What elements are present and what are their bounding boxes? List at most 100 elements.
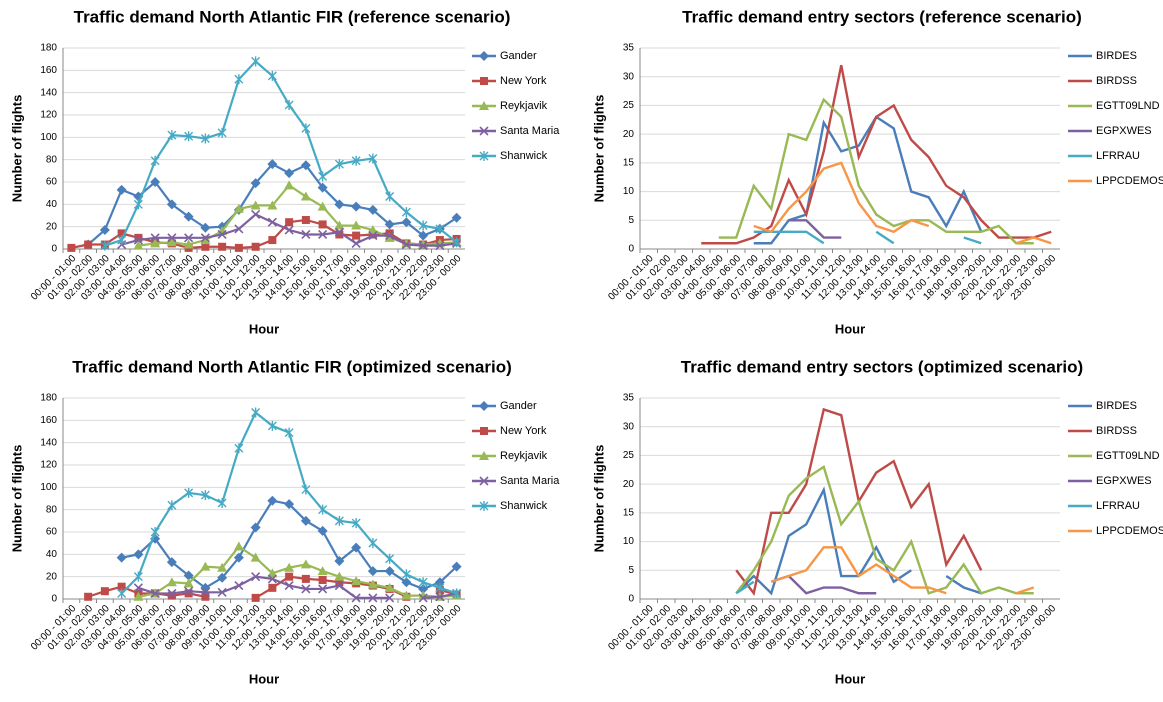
marker	[384, 219, 395, 230]
y-tick-label: 30	[623, 71, 635, 82]
marker	[217, 572, 228, 583]
marker	[418, 241, 428, 251]
marker	[334, 159, 344, 170]
series-line	[735, 465, 1034, 595]
y-tick-label: 5	[628, 565, 634, 576]
marker	[480, 77, 488, 85]
marker	[285, 218, 294, 227]
marker	[183, 211, 194, 222]
marker	[167, 233, 177, 243]
marker	[368, 538, 378, 549]
marker	[418, 577, 428, 588]
marker	[351, 155, 361, 166]
marker	[401, 569, 411, 580]
y-tick-label: 120	[40, 460, 57, 471]
marker	[317, 201, 328, 211]
marker	[317, 566, 328, 576]
marker	[300, 515, 311, 526]
y-tick-label: 80	[46, 504, 58, 515]
legend-label: Shanwick	[500, 150, 548, 162]
marker	[84, 240, 93, 249]
marker	[284, 427, 294, 438]
marker	[284, 225, 294, 235]
y-tick-label: 120	[40, 110, 57, 121]
marker	[385, 593, 395, 603]
marker	[183, 239, 194, 249]
marker	[351, 201, 362, 212]
y-tick-label: 10	[623, 536, 635, 547]
chart-panel: Traffic demand entry sectors (reference …	[591, 7, 1163, 336]
marker	[318, 576, 327, 585]
series-line	[788, 219, 842, 239]
marker	[318, 229, 328, 240]
marker	[267, 574, 277, 584]
marker	[479, 401, 489, 411]
marker	[401, 207, 411, 218]
marker	[401, 239, 411, 250]
marker	[150, 527, 160, 537]
marker	[251, 407, 261, 418]
marker	[367, 204, 378, 215]
marker	[385, 231, 395, 241]
legend-label: Santa Maria	[500, 125, 560, 137]
marker	[150, 233, 160, 243]
marker	[183, 578, 194, 588]
marker	[166, 557, 177, 568]
series-line	[701, 64, 1052, 245]
series-line	[104, 59, 458, 247]
marker	[117, 582, 126, 591]
y-tick-label: 60	[46, 177, 58, 188]
marker	[250, 178, 261, 189]
marker	[251, 593, 260, 602]
marker	[385, 553, 395, 564]
y-tick-label: 60	[46, 527, 58, 538]
marker	[167, 591, 176, 600]
marker	[352, 231, 361, 240]
marker	[385, 191, 395, 202]
marker	[133, 571, 143, 582]
marker	[418, 583, 429, 594]
marker	[479, 501, 489, 511]
marker	[368, 593, 378, 603]
marker	[301, 574, 310, 583]
marker	[217, 127, 227, 138]
marker	[479, 151, 489, 161]
marker	[267, 568, 278, 578]
chart-panel: Traffic demand North Atlantic FIR (refer…	[9, 7, 560, 336]
marker	[418, 220, 428, 231]
legend-label: LPPCDEMOS	[1096, 175, 1163, 187]
series-line	[138, 545, 457, 598]
marker	[200, 233, 210, 243]
marker	[133, 240, 144, 250]
marker	[351, 238, 361, 248]
legend-label: BIRDES	[1096, 400, 1137, 412]
marker	[384, 232, 395, 242]
x-axis-label: Hour	[249, 321, 279, 336]
marker	[451, 561, 462, 572]
chart-title: Traffic demand entry sectors (reference …	[682, 7, 1082, 26]
marker	[301, 215, 310, 224]
legend-label: LFRRAU	[1096, 500, 1140, 512]
y-tick-label: 30	[623, 421, 635, 432]
marker	[479, 476, 489, 486]
marker	[268, 236, 277, 245]
series-line	[770, 574, 877, 595]
marker	[167, 588, 177, 598]
marker	[300, 559, 311, 569]
marker	[184, 487, 194, 498]
y-tick-label: 40	[46, 549, 58, 560]
marker	[218, 242, 227, 251]
marker	[184, 131, 194, 142]
y-tick-label: 180	[40, 393, 57, 404]
legend-label: Gander	[500, 50, 537, 62]
chart-title: Traffic demand entry sectors (optimized …	[681, 357, 1083, 376]
marker	[384, 566, 395, 577]
y-tick-label: 0	[628, 244, 634, 255]
marker	[334, 220, 345, 230]
marker	[184, 233, 194, 243]
marker	[367, 225, 378, 235]
marker	[479, 101, 489, 110]
y-tick-label: 5	[628, 215, 634, 226]
marker	[367, 566, 378, 577]
